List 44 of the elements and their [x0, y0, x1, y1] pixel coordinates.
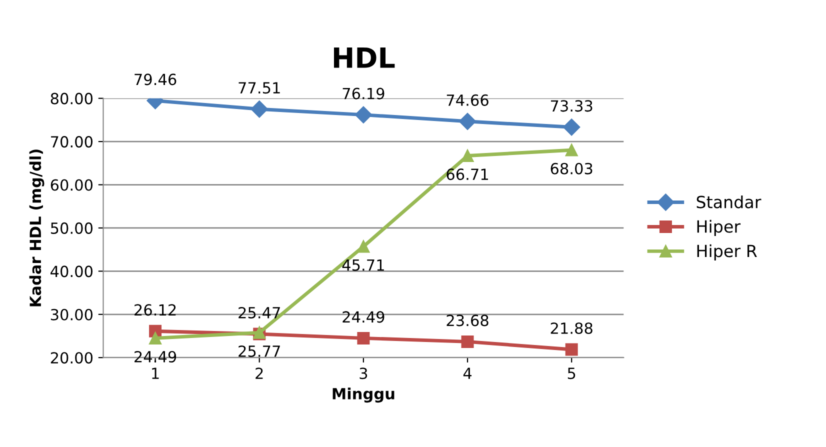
data-label: 23.68: [446, 314, 488, 326]
data-label: 25.47: [238, 306, 280, 319]
y-tick-label: 40.00: [50, 266, 93, 278]
chart-title: HDL: [334, 48, 395, 68]
x-tick-label: 1: [152, 368, 159, 379]
data-label: 74.66: [446, 94, 488, 106]
y-tick-label: 50.00: [50, 222, 93, 234]
y-tick-label: 30.00: [50, 308, 93, 320]
data-label: 73.33: [550, 100, 592, 112]
point: [461, 150, 474, 162]
x-axis-title: Minggu: [332, 388, 394, 403]
legend-label: Hiper: [697, 220, 741, 236]
x-tick-label: 2: [256, 368, 263, 379]
data-label: 76.19: [342, 88, 384, 100]
point: [357, 332, 370, 344]
data-label: 66.71: [446, 168, 488, 180]
legend-label: Standar: [696, 195, 762, 208]
point: [461, 335, 474, 348]
data-label: 68.03: [550, 162, 592, 174]
point: [563, 118, 580, 136]
data-label: 21.88: [550, 322, 592, 334]
data-label: 79.46: [134, 74, 176, 86]
point: [357, 240, 370, 253]
point: [458, 112, 476, 130]
data-label: 26.12: [134, 304, 176, 316]
x-tick-label: 5: [568, 368, 576, 380]
legend-label: Hiper R: [697, 244, 757, 260]
data-label: 25.77: [238, 345, 280, 357]
point: [565, 343, 578, 356]
data-label: 24.49: [134, 350, 176, 363]
y-tick-label: 80.00: [50, 92, 93, 104]
data-label: 77.51: [238, 82, 280, 94]
x-tick-label: 4: [463, 368, 472, 379]
x-tick-label: 3: [360, 368, 368, 380]
y-tick-label: 60.00: [50, 179, 93, 191]
y-axis-title: Kadar HDL (mg/dl): [29, 150, 44, 306]
y-tick-label: 70.00: [51, 136, 93, 148]
point: [250, 100, 268, 118]
point: [354, 106, 372, 124]
data-label: 24.49: [342, 311, 384, 323]
point: [565, 144, 578, 156]
data-label: 45.71: [342, 259, 384, 271]
y-tick-label: 20.00: [50, 352, 93, 364]
point: [149, 332, 162, 344]
